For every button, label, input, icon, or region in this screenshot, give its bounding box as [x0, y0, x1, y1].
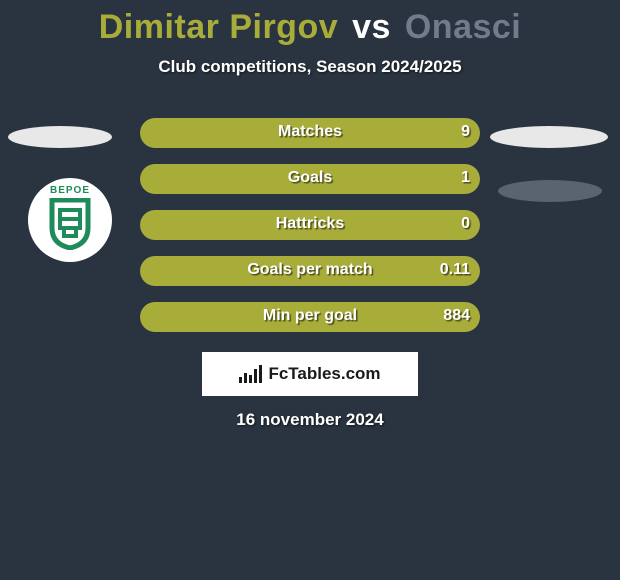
subtitle: Club competitions, Season 2024/2025 [0, 57, 620, 77]
stat-value-right: 9 [461, 123, 470, 141]
footer-logo-text: FcTables.com [268, 364, 380, 384]
stat-value-right: 1 [461, 169, 470, 187]
stat-value-right: 0.11 [440, 261, 470, 279]
bar-chart-icon [239, 365, 262, 383]
player2-name: Onasci [405, 8, 521, 46]
stat-row: Min per goal884 [0, 302, 620, 348]
page-title: Dimitar Pirgov vs Onasci [0, 0, 620, 47]
stat-row: Goals1 [0, 164, 620, 210]
footer-date: 16 november 2024 [0, 410, 620, 430]
stat-label: Min per goal [140, 307, 480, 325]
stat-label: Hattricks [140, 215, 480, 233]
stats-table: Matches9Goals1Hattricks0Goals per match0… [0, 118, 620, 348]
vs-text: vs [352, 8, 391, 46]
stat-row: Hattricks0 [0, 210, 620, 256]
stat-value-right: 0 [461, 215, 470, 233]
stat-row: Matches9 [0, 118, 620, 164]
stat-label: Matches [140, 123, 480, 141]
stat-value-right: 884 [443, 307, 470, 325]
stat-row: Goals per match0.11 [0, 256, 620, 302]
stat-label: Goals [140, 169, 480, 187]
footer-logo: FcTables.com [202, 352, 418, 396]
player1-name: Dimitar Pirgov [99, 8, 338, 46]
stat-label: Goals per match [140, 261, 480, 279]
